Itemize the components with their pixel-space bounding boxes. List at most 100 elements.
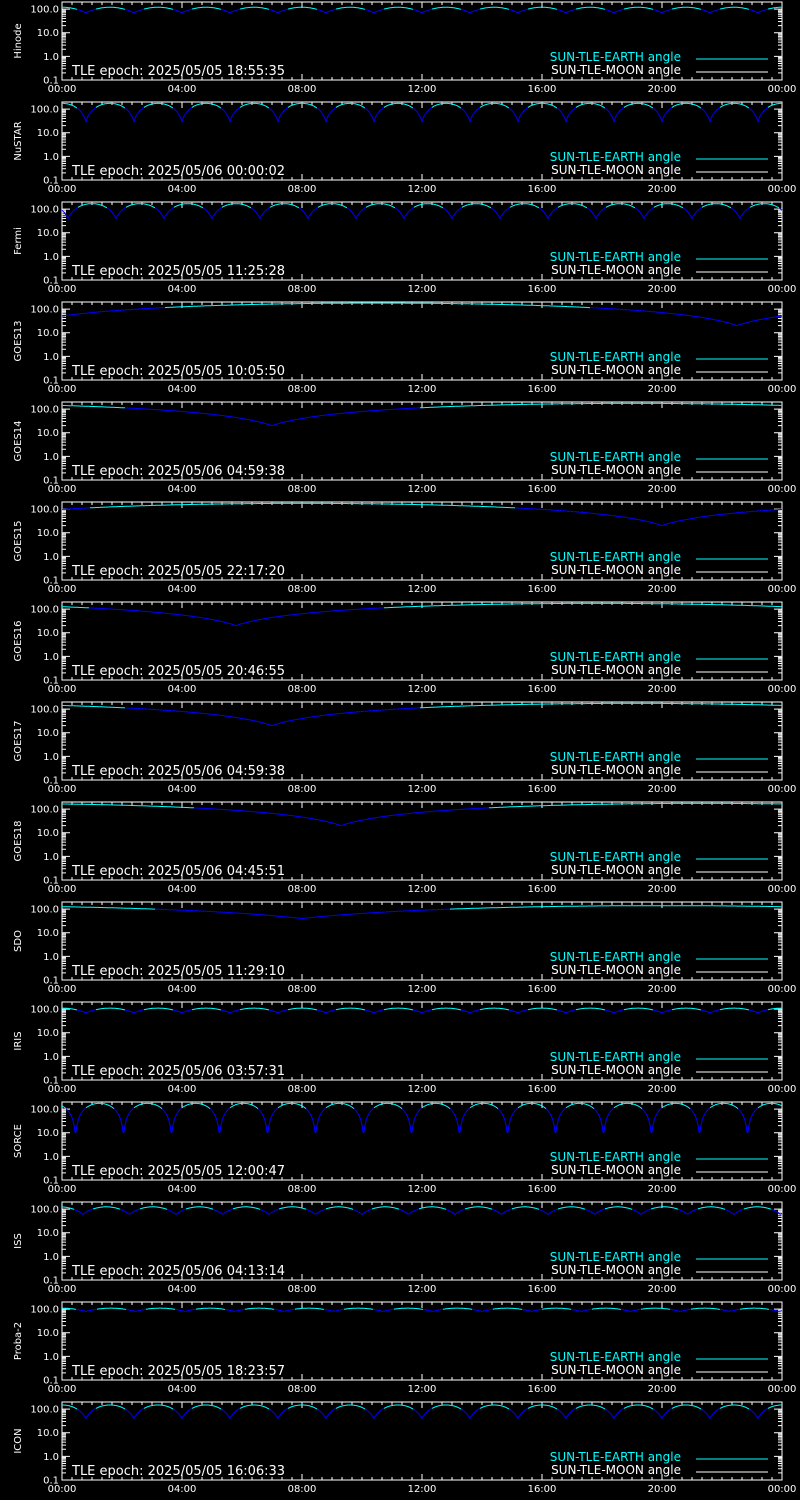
sun-tle-earth-curve [62,906,155,910]
sun-tle-earth-curve [268,1009,289,1014]
xtick-label: 20:00 [648,784,677,795]
sun-tle-earth-curve [76,1009,97,1014]
satellite-name: NuSTAR [13,121,24,160]
xtick-label: 16:00 [528,1084,557,1095]
sun-tle-earth-curve [591,1307,622,1310]
sun-tle-earth-curve [125,407,421,427]
legend-moon-label: SUN-TLE-MOON angle [551,163,681,177]
legend-moon-label: SUN-TLE-MOON angle [551,963,681,977]
legend-moon-label: SUN-TLE-MOON angle [551,663,681,677]
sun-tle-earth-curve [709,1102,739,1110]
sun-tle-earth-curve [527,6,558,10]
xtick-label: 04:00 [168,184,197,195]
sun-tle-earth-curve [372,1308,395,1312]
sun-tle-earth-curve [556,8,577,14]
sun-tle-earth-curve [278,1206,307,1210]
xtick-label: 00:00 [48,1384,77,1395]
sun-tle-earth-curve [85,1102,115,1110]
xtick-label: 00:00 [48,1184,77,1195]
ytick-label: 100.0 [30,805,59,816]
sun-tle-earth-curve [287,1404,318,1410]
ytick-label: 10.0 [37,1028,59,1039]
sun-tle-earth-curve [125,1308,147,1312]
sun-tle-earth-curve [384,602,783,609]
sun-tle-earth-curve [748,106,769,124]
satellite-name: GOES13 [13,320,24,361]
sun-tle-earth-curve [749,203,780,209]
xtick-label: 16:00 [528,484,557,495]
sun-tle-earth-curve [508,8,529,14]
sun-tle-earth-curve [61,1206,75,1210]
xtick-label: 08:00 [288,584,317,595]
sun-tle-earth-curve [490,206,511,220]
sun-tle-earth-curve [748,8,769,14]
xtick-label: 20:00 [648,384,677,395]
panel-iris: 100.010.01.00.100:00 04:00 08:00 12:00 16:00… [13,1001,797,1095]
ytick-label: 10.0 [37,1228,59,1239]
satellite-name: GOES17 [13,720,24,761]
sun-tle-earth-curve [181,1102,211,1110]
sun-tle-earth-curve [682,206,703,220]
ytick-label: 1.0 [43,752,59,763]
sun-tle-earth-curve [394,206,415,220]
sun-tle-earth-curve [239,1404,270,1410]
legend-moon-label: SUN-TLE-MOON angle [551,363,681,377]
xtick-label: 08:00 [288,384,317,395]
xtick-label: 20:00 [648,84,677,95]
sun-tle-earth-curve [62,1404,78,1410]
sun-tle-earth-curve [77,203,108,209]
legend-moon-label: SUN-TLE-MOON angle [551,1263,681,1277]
sun-tle-earth-curve [164,302,590,309]
xtick-label: 00:00 [768,1084,797,1095]
xtick-label: 00:00 [768,1284,797,1295]
xtick-label: 20:00 [648,1484,677,1495]
sun-tle-earth-curve [557,1206,586,1210]
ytick-label: 100.0 [30,205,59,216]
sun-tle-earth-curve [620,1308,642,1312]
ytick-label: 100.0 [30,305,59,316]
sun-tle-earth-curve [431,1007,462,1011]
xtick-label: 16:00 [528,184,557,195]
sun-tle-earth-curve [508,1407,529,1420]
sun-tle-earth-curve [383,102,414,109]
sun-tle-earth-curve [62,102,78,109]
sun-tle-earth-curve [527,1007,558,1011]
satellite-name: GOES14 [13,420,24,461]
sun-tle-earth-curve [556,106,577,124]
legend-moon-label: SUN-TLE-MOON angle [551,1463,681,1477]
xtick-label: 00:00 [768,1384,797,1395]
xtick-label: 00:00 [48,784,77,795]
sun-tle-earth-curve [671,1007,702,1011]
ytick-label: 100.0 [30,505,59,516]
sun-tle-earth-curve [700,8,721,14]
sun-tle-earth-curve [61,6,78,10]
sun-tle-earth-curve [412,1407,433,1420]
sun-tle-earth-curve [166,1208,187,1216]
sun-tle-earth-curve [229,1102,259,1110]
sun-tle-earth-curve [125,203,156,209]
sun-tle-earth-curve [541,1307,572,1310]
xtick-label: 00:00 [768,884,797,895]
sun-tle-earth-curve [743,1206,772,1210]
xtick-label: 04:00 [168,1484,197,1495]
sun-tle-earth-curve [62,606,90,609]
sun-tle-earth-curve [220,106,241,124]
sun-tle-earth-curve [401,1107,423,1133]
xtick-label: 12:00 [408,784,437,795]
ytick-label: 0.1 [43,976,59,987]
legend-earth-label: SUN-TLE-EARTH angle [550,150,681,164]
xtick-label: 00:00 [768,1184,797,1195]
sun-tle-earth-curve [125,707,421,727]
sun-tle-earth-curve [671,1404,702,1410]
satellite-name: GOES18 [13,820,24,861]
xtick-label: 00:00 [768,584,797,595]
sun-tle-earth-curve [174,1308,197,1312]
ytick-label: 10.0 [37,28,59,39]
sun-tle-earth-curve [449,1107,471,1133]
xtick-label: 04:00 [168,584,197,595]
legend-earth-label: SUN-TLE-EARTH angle [550,950,681,964]
sun-tle-earth-curve [677,1208,699,1215]
